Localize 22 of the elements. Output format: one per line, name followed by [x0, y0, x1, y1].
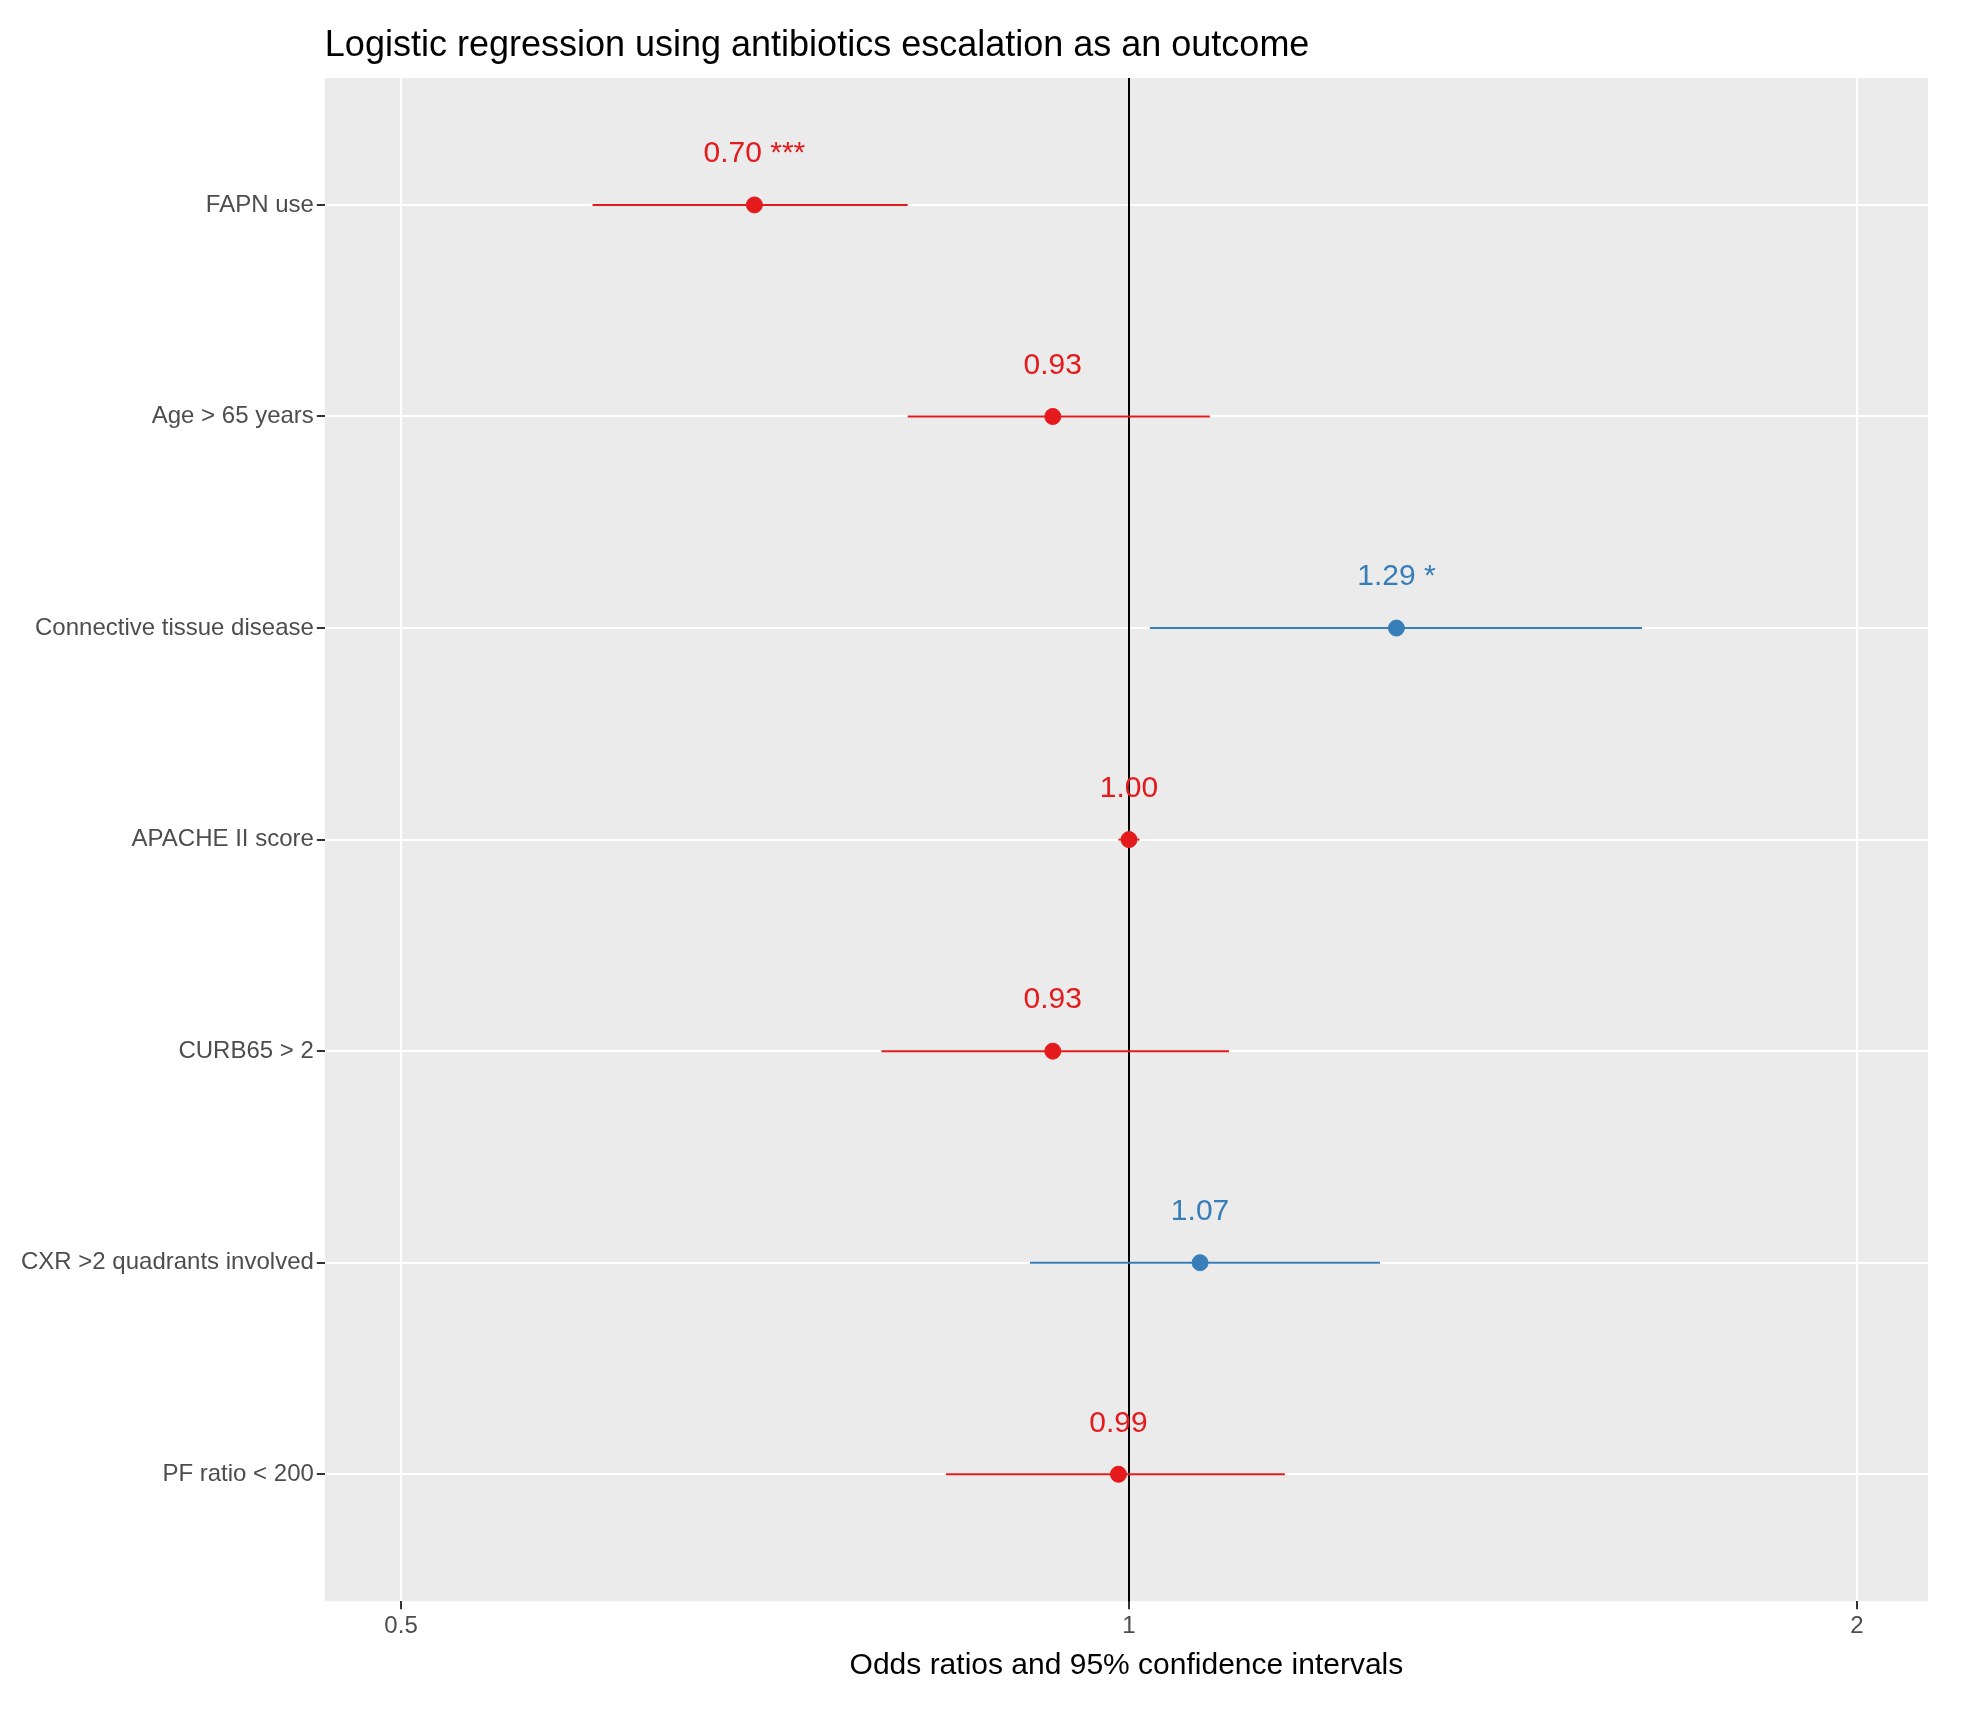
y-tick-label: CURB65 > 2: [178, 1035, 314, 1063]
x-axis-title: Odds ratios and 95% confidence intervals: [849, 1647, 1404, 1681]
point: [1109, 1465, 1127, 1483]
data-label: 0.93: [1023, 981, 1082, 1015]
chart-title: Logistic regression using antibiotics escalation as an outcome: [324, 22, 1310, 64]
point: [1044, 407, 1062, 425]
data-label: 1.07: [1170, 1192, 1230, 1226]
y-tick-label: Connective tissue disease: [35, 612, 314, 640]
x-tick-label: 1: [1122, 1611, 1136, 1639]
y-tick-label: Age > 65 years: [151, 401, 314, 429]
data-label: 1.29 *: [1357, 558, 1436, 592]
point: [1191, 1254, 1209, 1272]
y-tick-label: CXR >2 quadrants involved: [21, 1247, 314, 1275]
y-tick-label: FAPN use: [205, 189, 314, 217]
y-tick-label: APACHE II score: [131, 824, 314, 852]
y-tick-label: PF ratio < 200: [162, 1458, 314, 1486]
x-tick-label: 0.5: [384, 1611, 418, 1639]
data-label: 0.70 ***: [703, 135, 806, 169]
point: [1120, 831, 1138, 849]
point: [1044, 1042, 1062, 1060]
x-tick-label: 2: [1850, 1611, 1864, 1639]
data-label: 0.93: [1023, 346, 1082, 380]
